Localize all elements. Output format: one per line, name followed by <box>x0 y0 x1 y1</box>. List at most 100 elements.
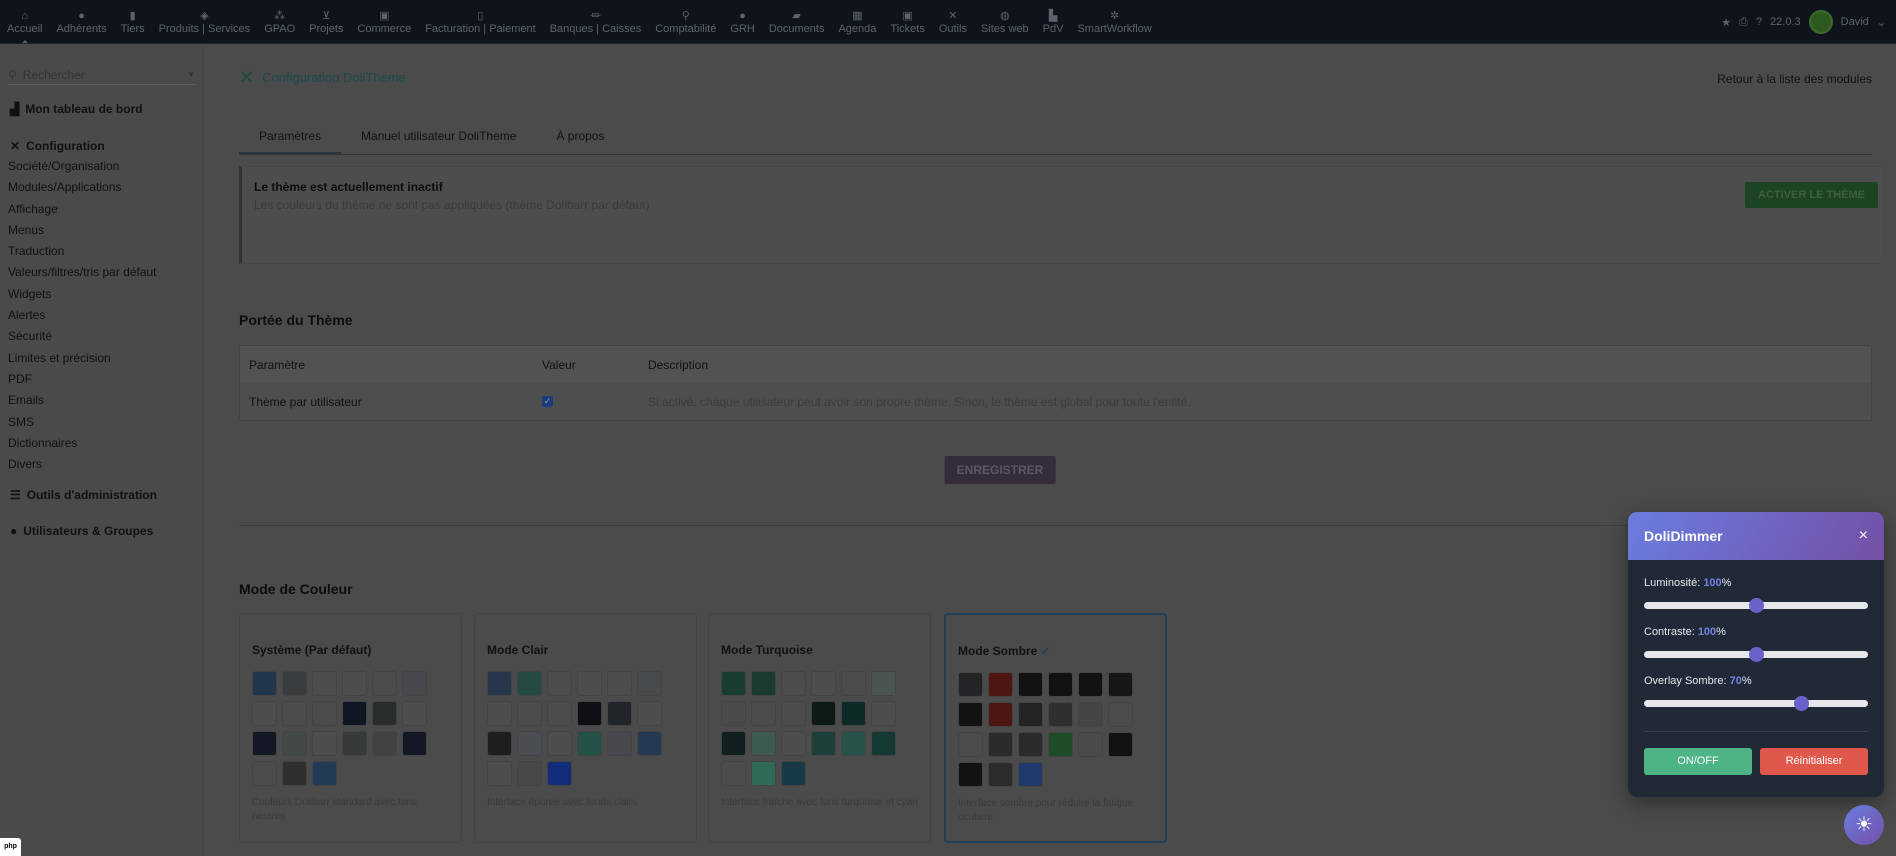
print-icon[interactable]: ⎙ <box>1739 15 1748 28</box>
dolidimmer-panel: DoliDimmer × Luminosité: 100% Contraste: 1… <box>1628 512 1884 797</box>
tab-parametres[interactable]: Paramètres <box>239 125 342 154</box>
on-off-button[interactable]: ON/OFF <box>1644 748 1752 775</box>
sidebar-item[interactable]: Emails <box>8 393 45 408</box>
color-swatch <box>1108 672 1133 697</box>
back-to-modules-link[interactable]: Retour à la liste des modules <box>1717 72 1872 86</box>
color-swatch <box>1018 672 1043 697</box>
dimmer-title: DoliDimmer <box>1644 528 1723 544</box>
sidebar-users-groups[interactable]: ● Utilisateurs & Groupes <box>10 524 154 539</box>
help-icon[interactable]: ? <box>1755 16 1763 28</box>
reset-button[interactable]: Réinitialiser <box>1760 748 1868 775</box>
chevron-down-icon[interactable]: ⌄ <box>1876 16 1886 29</box>
slider-thumb[interactable] <box>1749 647 1764 662</box>
nav-gpao[interactable]: ⁂ GPAO <box>264 10 296 35</box>
color-swatch <box>1048 732 1073 757</box>
bookmark-star-icon[interactable]: ★ <box>1721 16 1732 29</box>
sidebar-item[interactable]: Valeurs/filtres/tris par défaut <box>8 265 157 280</box>
slider-thumb[interactable] <box>1793 696 1809 711</box>
color-swatch <box>637 731 662 756</box>
theme-card[interactable]: Mode Turquoise Interface fraîche avec ton… <box>708 613 931 843</box>
per-user-theme-checkbox[interactable]: ✓ <box>542 396 553 407</box>
nav-facturation-paiement[interactable]: ▯ Facturation | Paiement <box>425 10 536 35</box>
nav-adh-rents[interactable]: ● Adhérents <box>56 10 107 35</box>
nav-tickets[interactable]: ▣ Tickets <box>890 10 925 35</box>
nav-agenda[interactable]: ▦ Agenda <box>838 10 877 35</box>
color-swatch <box>342 701 367 726</box>
sidebar-item[interactable]: SMS <box>8 414 35 429</box>
dropdown-arrow-icon: ▼ <box>187 70 195 79</box>
sidebar-item[interactable]: Affichage <box>8 201 58 216</box>
sidebar-item[interactable]: Divers <box>8 457 43 472</box>
sidebar-item[interactable]: Sécurité <box>8 329 53 344</box>
search-input[interactable]: ⚲ Rechercher ▼ <box>8 65 195 85</box>
color-swatch <box>871 671 896 696</box>
sidebar-item[interactable]: Menus <box>8 222 45 237</box>
slider-track[interactable] <box>1644 647 1868 662</box>
theme-card[interactable]: Système (Par défaut) Couleurs Dolibarr st… <box>239 613 462 843</box>
nav-accueil[interactable]: ⌂ Accueil <box>0 0 49 44</box>
nav-commerce[interactable]: ▣ Commerce <box>357 10 412 35</box>
slider-track[interactable] <box>1644 696 1868 711</box>
bank-icon: ⏛ <box>589 10 601 22</box>
nav-comptabilit-[interactable]: ⚲ Comptabilité <box>655 10 717 35</box>
sidebar-configuration[interactable]: ✕ Configuration <box>10 139 105 153</box>
color-swatch <box>781 701 806 726</box>
color-swatch <box>751 731 776 756</box>
nav-grh[interactable]: ● GRH <box>730 10 755 35</box>
sun-icon[interactable]: ☀ <box>1844 805 1884 845</box>
sidebar-item[interactable]: Modules/Applications <box>8 180 122 195</box>
sidebar-admin-tools[interactable]: ☰ Outils d'administration <box>10 488 157 503</box>
tab-manuel[interactable]: Manuel utilisateur DoliTheme <box>361 129 517 143</box>
nav-smartworkflow[interactable]: ✲ SmartWorkflow <box>1077 10 1152 35</box>
color-swatch <box>487 731 512 756</box>
color-swatch <box>372 701 397 726</box>
user-name[interactable]: David <box>1840 16 1869 28</box>
nav-banques-caisses[interactable]: ⏛ Banques | Caisses <box>549 10 642 35</box>
ticket-icon: ▣ <box>902 10 913 22</box>
nav-pdv[interactable]: ▙ PdV <box>1042 10 1064 35</box>
sidebar-item[interactable]: Widgets <box>8 286 52 301</box>
sidebar-item[interactable]: PDF <box>8 371 32 386</box>
color-swatch <box>871 701 896 726</box>
theme-card[interactable]: Mode Sombre ✓ Interface sombre pour rédui… <box>944 613 1167 843</box>
color-swatch <box>577 701 602 726</box>
nav-documents[interactable]: ▰ Documents <box>768 10 825 35</box>
save-button[interactable]: ENREGISTRER <box>944 456 1056 484</box>
color-swatch <box>781 731 806 756</box>
color-swatch <box>988 702 1013 727</box>
invoice-icon: ▯ <box>477 10 484 22</box>
sidebar-item[interactable]: Limites et précision <box>8 350 111 365</box>
activate-theme-button[interactable]: ACTIVER LE THÈME <box>1745 182 1878 208</box>
theme-card-title: Mode Turquoise <box>721 643 813 657</box>
cash-register-icon: ▙ <box>1048 10 1058 22</box>
sidebar-item[interactable]: Alertes <box>8 308 46 323</box>
sidebar-item[interactable]: Dictionnaires <box>8 435 78 450</box>
avatar[interactable] <box>1808 10 1833 34</box>
nav-tiers[interactable]: ▮ Tiers <box>120 10 145 35</box>
sidebar-item[interactable]: Société/Organisation <box>8 159 120 173</box>
sidebar-item[interactable]: Traduction <box>8 244 65 259</box>
color-swatch <box>1048 702 1073 727</box>
nav-produits-services[interactable]: ◈ Produits | Services <box>158 10 251 35</box>
color-swatch <box>402 731 427 756</box>
slider-track[interactable] <box>1644 598 1868 613</box>
nav-sites-web[interactable]: ◍ Sites web <box>980 10 1029 35</box>
color-swatch <box>751 701 776 726</box>
close-icon[interactable]: × <box>1858 527 1868 544</box>
cubes-icon: ⁂ <box>274 10 286 22</box>
cube-icon: ◈ <box>200 10 209 22</box>
color-swatch <box>282 701 307 726</box>
slider-thumb[interactable] <box>1749 598 1764 613</box>
sidebar-dashboard[interactable]: ▟ Mon tableau de bord <box>10 102 143 116</box>
nav-projets[interactable]: ⊻ Projets <box>309 10 344 35</box>
tab-a-propos[interactable]: À propos <box>556 129 605 143</box>
color-swatch <box>1108 702 1133 727</box>
nav-outils[interactable]: ✕ Outils <box>938 10 967 35</box>
color-swatch <box>988 672 1013 697</box>
tools-icon: ✕ <box>239 67 255 87</box>
color-swatch <box>958 732 983 757</box>
color-swatch <box>547 761 572 786</box>
theme-card[interactable]: Mode Clair Interface épurée avec fonds cl… <box>474 613 697 843</box>
search-dollar-icon: ⚲ <box>681 10 690 22</box>
scope-heading: Portée du Thème <box>239 312 353 328</box>
